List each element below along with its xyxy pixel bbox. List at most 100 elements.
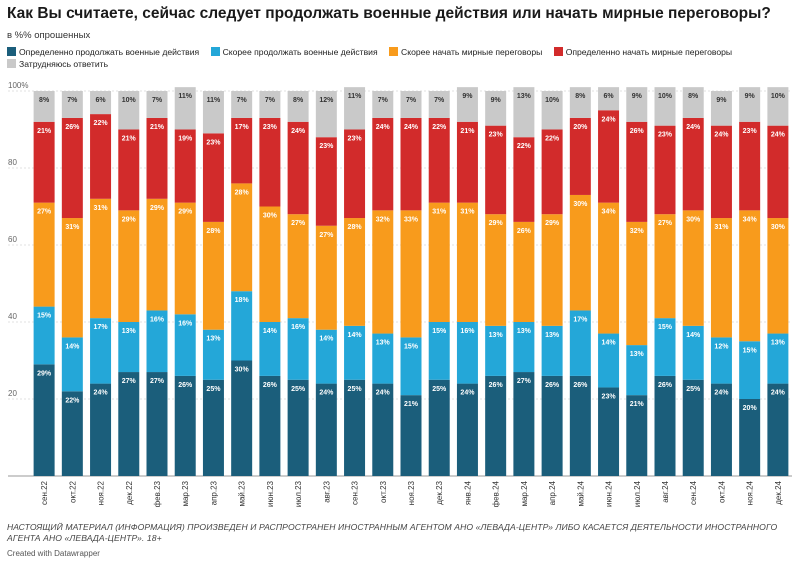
legend-item-dont-know: Затрудняюсь ответить xyxy=(7,58,108,70)
data-label: 20% xyxy=(573,124,588,131)
bar-segment xyxy=(146,91,168,118)
data-label: 7% xyxy=(152,97,163,104)
data-label: 21% xyxy=(37,128,52,135)
data-label: 17% xyxy=(94,324,109,331)
bar-segment xyxy=(146,117,168,199)
bar-segment xyxy=(174,314,196,376)
data-label: 29% xyxy=(545,220,560,227)
bar-segment xyxy=(231,360,253,476)
data-label: 13% xyxy=(545,332,560,339)
bar-segment xyxy=(767,87,789,126)
bar-segment xyxy=(682,117,704,211)
legend-item-rather-negotiate: Скорее начать мирные переговоры xyxy=(389,46,542,58)
bar-segment xyxy=(767,218,789,334)
x-tick-label: сен.23 xyxy=(351,480,360,505)
bar-segment xyxy=(400,117,422,211)
bar-segment xyxy=(174,129,196,203)
bar-segment xyxy=(710,218,732,338)
bar-segment xyxy=(174,202,196,315)
x-tick-label: сен.24 xyxy=(689,480,698,505)
y-tick-label: 60 xyxy=(8,235,17,244)
x-tick-label: дек.22 xyxy=(125,480,134,504)
bar-segment xyxy=(344,218,366,326)
bar-segment xyxy=(485,325,507,376)
bar-segment xyxy=(231,117,253,184)
bar-segment xyxy=(146,372,168,476)
bar-segment xyxy=(710,337,732,384)
data-label: 26% xyxy=(658,382,673,389)
data-label: 12% xyxy=(319,97,334,104)
bar-segment xyxy=(513,221,535,322)
bar-segment xyxy=(90,318,112,384)
data-label: 22% xyxy=(432,124,447,131)
data-label: 27% xyxy=(37,209,52,216)
data-label: 33% xyxy=(404,216,419,223)
chart-subtitle: в %% опрошенных xyxy=(7,30,91,41)
data-label: 30% xyxy=(771,224,786,231)
bar-segment xyxy=(739,87,761,122)
data-label: 24% xyxy=(714,132,729,139)
bar-segment xyxy=(710,125,732,219)
data-label: 7% xyxy=(406,97,417,104)
bar-segment xyxy=(569,194,591,311)
data-label: 7% xyxy=(67,97,78,104)
bar-segment xyxy=(626,221,648,346)
legend-swatch xyxy=(553,47,563,56)
data-label: 9% xyxy=(491,97,502,104)
bar-segment xyxy=(33,121,55,203)
bar-segment xyxy=(33,91,55,122)
data-label: 27% xyxy=(291,220,306,227)
bar-segment xyxy=(541,214,563,326)
data-label: 21% xyxy=(150,124,165,131)
x-tick-label: авг.23 xyxy=(322,480,331,502)
data-label: 9% xyxy=(632,93,643,100)
x-tick-label: май.23 xyxy=(238,480,247,506)
data-label: 21% xyxy=(630,401,645,408)
data-label: 26% xyxy=(489,382,504,389)
bar-segment xyxy=(118,91,140,130)
bar-segment xyxy=(626,121,648,222)
bar-segment xyxy=(428,322,450,380)
bar-segment xyxy=(231,291,253,361)
data-label: 23% xyxy=(319,143,334,150)
bar-segment xyxy=(456,383,478,476)
bar-segment xyxy=(598,110,620,203)
data-label: 26% xyxy=(573,382,588,389)
legend-label: Затрудняюсь ответить xyxy=(19,59,109,69)
legend-item-rather-continue: Скорее продолжать военные действия xyxy=(210,46,378,58)
bar-segment xyxy=(513,372,535,476)
legend-swatch xyxy=(210,47,220,56)
bar-segment xyxy=(682,210,704,326)
data-label: 31% xyxy=(460,209,475,216)
data-label: 24% xyxy=(404,124,419,131)
x-tick-label: янв.24 xyxy=(463,480,472,505)
data-label: 24% xyxy=(460,390,475,397)
bar-segment xyxy=(202,133,224,222)
data-label: 15% xyxy=(404,343,419,350)
bar-segment xyxy=(231,183,253,292)
data-label: 31% xyxy=(94,205,109,212)
data-label: 26% xyxy=(545,382,560,389)
data-label: 29% xyxy=(489,220,504,227)
bar-segment xyxy=(654,87,676,126)
bar-segment xyxy=(287,214,309,319)
data-label: 15% xyxy=(743,347,758,354)
bar-segment xyxy=(344,325,366,380)
data-label: 13% xyxy=(630,351,645,358)
data-label: 34% xyxy=(602,209,617,216)
bar-segment xyxy=(90,198,112,319)
data-label: 13% xyxy=(376,340,391,347)
datawrapper-credit: Created with Datawrapper xyxy=(7,549,100,558)
data-label: 27% xyxy=(517,378,532,385)
bar-segment xyxy=(598,87,620,111)
data-label: 25% xyxy=(686,386,701,393)
data-label: 23% xyxy=(489,132,504,139)
legend-swatch xyxy=(7,59,16,68)
x-tick-label: июн.24 xyxy=(605,480,614,507)
bar-segment xyxy=(598,387,620,476)
bar-segment xyxy=(456,202,478,322)
data-label: 34% xyxy=(743,216,758,223)
data-label: 7% xyxy=(237,97,248,104)
data-label: 31% xyxy=(432,209,447,216)
data-label: 17% xyxy=(235,124,250,131)
